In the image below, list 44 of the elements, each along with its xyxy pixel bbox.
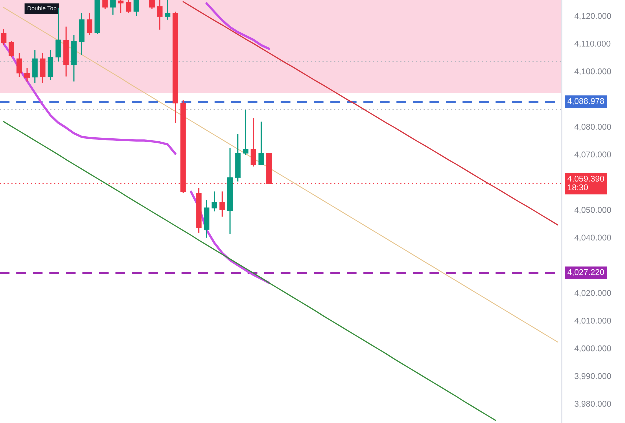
candlestick [165, 0, 171, 20]
y-tick-label: 4,080.000 [574, 124, 612, 131]
candlestick [220, 191, 226, 218]
candlestick [134, 0, 140, 17]
y-tick-label: 4,040.000 [574, 234, 612, 242]
candlestick [212, 191, 218, 212]
candlestick [32, 50, 38, 84]
y-tick-label: 3,980.000 [574, 401, 612, 408]
y-tick-label: 4,050.000 [574, 207, 612, 214]
line-series [206, 2, 270, 50]
candlestick [1, 28, 7, 46]
candlestick [118, 0, 124, 14]
candlestick [126, 0, 132, 14]
y-tick-label: 4,010.000 [574, 318, 612, 325]
candlestick [71, 34, 77, 82]
line-series [3, 7, 559, 343]
candlestick [79, 12, 85, 56]
ref-line-label: 4,059.390 18:30 [568, 176, 604, 191]
candlestick [149, 0, 155, 10]
candlestick [110, 0, 116, 16]
y-tick-label: 3,990.000 [574, 373, 612, 380]
candlestick [16, 52, 22, 78]
y-tick-label: 4,000.000 [574, 346, 612, 353]
candlestick [56, 8, 62, 62]
candlestick [8, 40, 14, 58]
line-series [3, 121, 496, 422]
candlestick [40, 52, 46, 84]
candlestick [243, 109, 249, 156]
candlestick [86, 12, 93, 36]
candlestick [258, 121, 264, 166]
ref-line-label: 4,088.978 [568, 98, 604, 106]
candlestick [204, 199, 210, 239]
y-tick-label: 4,120.000 [574, 13, 612, 20]
candlestick [102, 0, 108, 10]
ref-line-label: 4,027.220 [568, 269, 604, 276]
candlestick [48, 50, 54, 81]
y-tick-label: 4,020.000 [574, 290, 612, 298]
candlestick [250, 118, 256, 168]
y-tick-label: 4,110.000 [574, 40, 611, 48]
y-tick-label: 4,100.000 [574, 68, 612, 76]
candlestick [24, 68, 30, 82]
line-series [182, 1, 559, 226]
candlestick [157, 0, 163, 30]
y-tick-label: 4,070.000 [574, 152, 612, 159]
